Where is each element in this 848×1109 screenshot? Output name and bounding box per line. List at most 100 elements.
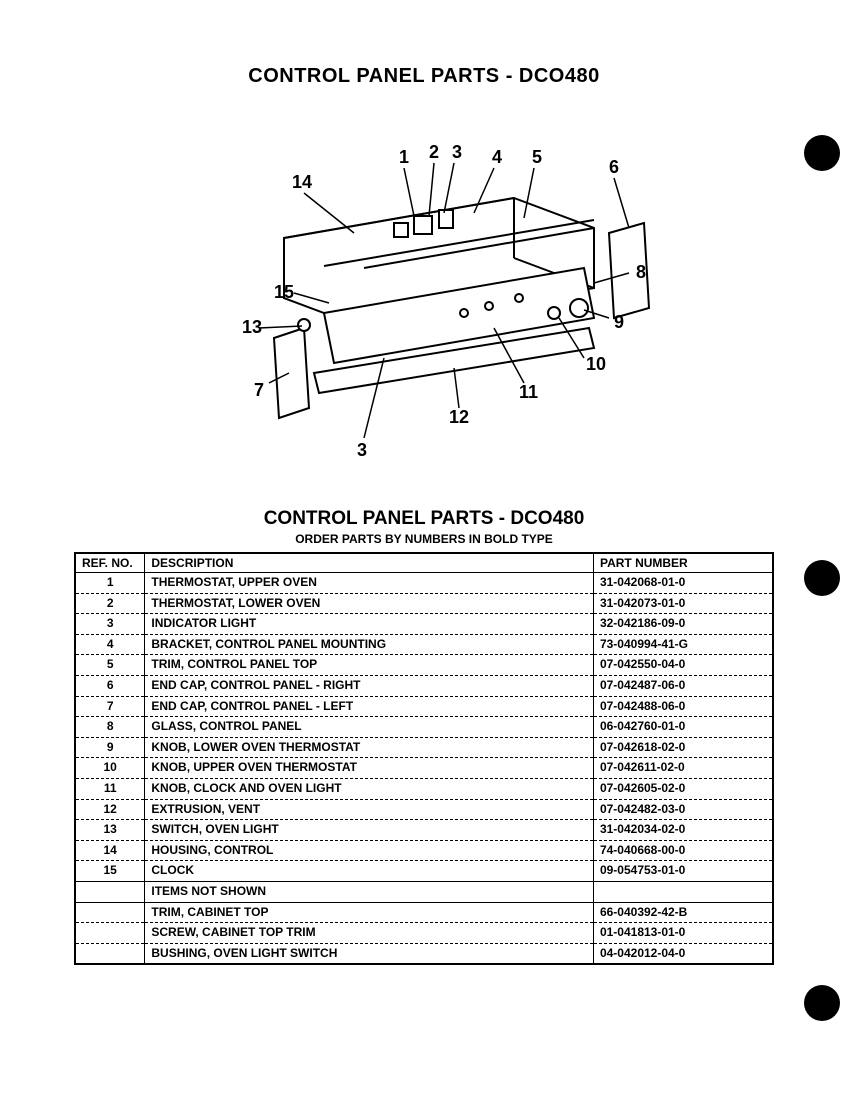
cell-desc: SCREW, CABINET TOP TRIM	[145, 923, 594, 944]
cell-part: 07-042618-02-0	[593, 737, 773, 758]
exploded-diagram: 14 1 2 3 4 5 6 8 9 10 11 12 3 13 7 15	[174, 138, 674, 468]
cell-desc: THERMOSTAT, LOWER OVEN	[145, 593, 594, 614]
table-row: 5TRIM, CONTROL PANEL TOP07-042550-04-0	[75, 655, 773, 676]
cell-ref: 9	[75, 737, 145, 758]
cell-desc: TRIM, CONTROL PANEL TOP	[145, 655, 594, 676]
cell-desc: KNOB, CLOCK AND OVEN LIGHT	[145, 778, 594, 799]
cell-ref: 14	[75, 840, 145, 861]
col-header-desc: DESCRIPTION	[145, 553, 594, 573]
cell-part: 01-041813-01-0	[593, 923, 773, 944]
callout-11: 11	[519, 382, 538, 402]
cell-desc: END CAP, CONTROL PANEL - RIGHT	[145, 675, 594, 696]
table-row: 13SWITCH, OVEN LIGHT31-042034-02-0	[75, 820, 773, 841]
cell-ref: 13	[75, 820, 145, 841]
cell-desc: HOUSING, CONTROL	[145, 840, 594, 861]
table-row: 2THERMOSTAT, LOWER OVEN31-042073-01-0	[75, 593, 773, 614]
callout-2: 2	[429, 142, 439, 162]
table-row: SCREW, CABINET TOP TRIM01-041813-01-0	[75, 923, 773, 944]
callout-5: 5	[532, 147, 542, 167]
cell-part: 74-040668-00-0	[593, 840, 773, 861]
table-title: CONTROL PANEL PARTS - DCO480	[50, 508, 798, 530]
callout-3a: 3	[452, 142, 462, 162]
cell-desc: BRACKET, CONTROL PANEL MOUNTING	[145, 634, 594, 655]
cell-desc: INDICATOR LIGHT	[145, 614, 594, 635]
col-header-part: PART NUMBER	[593, 553, 773, 573]
table-row: 9KNOB, LOWER OVEN THERMOSTAT07-042618-02…	[75, 737, 773, 758]
cell-part: 66-040392-42-B	[593, 902, 773, 923]
table-row: 15CLOCK09-054753-01-0	[75, 861, 773, 882]
callout-13: 13	[242, 317, 262, 337]
page-container: CONTROL PANEL PARTS - DCO480	[0, 0, 848, 1109]
cell-part: 31-042073-01-0	[593, 593, 773, 614]
binder-hole-top	[804, 135, 840, 171]
cell-ref: 15	[75, 861, 145, 882]
table-row: 12EXTRUSION, VENT07-042482-03-0	[75, 799, 773, 820]
cell-ref: 12	[75, 799, 145, 820]
cell-part: 32-042186-09-0	[593, 614, 773, 635]
cell-ref	[75, 902, 145, 923]
callout-14: 14	[292, 172, 312, 192]
cell-desc: KNOB, UPPER OVEN THERMOSTAT	[145, 758, 594, 779]
cell-ref: 2	[75, 593, 145, 614]
table-row: 8GLASS, CONTROL PANEL06-042760-01-0	[75, 717, 773, 738]
cell-part: 07-042488-06-0	[593, 696, 773, 717]
table-row: 11KNOB, CLOCK AND OVEN LIGHT07-042605-02…	[75, 778, 773, 799]
callout-7: 7	[254, 380, 264, 400]
table-row: ITEMS NOT SHOWN	[75, 881, 773, 902]
cell-part: 09-054753-01-0	[593, 861, 773, 882]
cell-desc: BUSHING, OVEN LIGHT SWITCH	[145, 943, 594, 964]
cell-desc: TRIM, CABINET TOP	[145, 902, 594, 923]
callout-15: 15	[274, 282, 294, 302]
callout-10: 10	[586, 354, 606, 374]
cell-part: 07-042605-02-0	[593, 778, 773, 799]
parts-table: REF. NO. DESCRIPTION PART NUMBER 1THERMO…	[74, 552, 774, 965]
table-row: 6END CAP, CONTROL PANEL - RIGHT07-042487…	[75, 675, 773, 696]
cell-ref: 6	[75, 675, 145, 696]
cell-desc: THERMOSTAT, UPPER OVEN	[145, 573, 594, 594]
cell-part: 04-042012-04-0	[593, 943, 773, 964]
table-row: 10KNOB, UPPER OVEN THERMOSTAT07-042611-0…	[75, 758, 773, 779]
cell-part: 73-040994-41-G	[593, 634, 773, 655]
callout-8: 8	[636, 262, 646, 282]
callout-6: 6	[609, 157, 619, 177]
table-row: 7END CAP, CONTROL PANEL - LEFT07-042488-…	[75, 696, 773, 717]
cell-ref: 3	[75, 614, 145, 635]
cell-part: 07-042487-06-0	[593, 675, 773, 696]
table-row: 3INDICATOR LIGHT32-042186-09-0	[75, 614, 773, 635]
callout-1: 1	[399, 147, 409, 167]
table-header-row: REF. NO. DESCRIPTION PART NUMBER	[75, 553, 773, 573]
binder-hole-mid	[804, 560, 840, 596]
cell-desc: CLOCK	[145, 861, 594, 882]
callout-3b: 3	[357, 440, 367, 460]
cell-desc: EXTRUSION, VENT	[145, 799, 594, 820]
table-row: 1THERMOSTAT, UPPER OVEN31-042068-01-0	[75, 573, 773, 594]
page-title: CONTROL PANEL PARTS - DCO480	[50, 65, 798, 88]
cell-part: 06-042760-01-0	[593, 717, 773, 738]
cell-ref	[75, 923, 145, 944]
cell-ref: 10	[75, 758, 145, 779]
cell-ref: 8	[75, 717, 145, 738]
table-row: 14HOUSING, CONTROL74-040668-00-0	[75, 840, 773, 861]
cell-ref: 5	[75, 655, 145, 676]
cell-desc: ITEMS NOT SHOWN	[145, 881, 594, 902]
cell-ref: 7	[75, 696, 145, 717]
cell-part	[593, 881, 773, 902]
cell-desc: SWITCH, OVEN LIGHT	[145, 820, 594, 841]
table-row: BUSHING, OVEN LIGHT SWITCH04-042012-04-0	[75, 943, 773, 964]
cell-desc: END CAP, CONTROL PANEL - LEFT	[145, 696, 594, 717]
callout-9: 9	[614, 312, 624, 332]
cell-part: 31-042034-02-0	[593, 820, 773, 841]
cell-desc: KNOB, LOWER OVEN THERMOSTAT	[145, 737, 594, 758]
diagram-svg: 14 1 2 3 4 5 6 8 9 10 11 12 3 13 7 15	[174, 138, 674, 468]
callout-12: 12	[449, 407, 469, 427]
cell-ref: 1	[75, 573, 145, 594]
binder-hole-bottom	[804, 985, 840, 1021]
cell-ref	[75, 881, 145, 902]
cell-ref: 4	[75, 634, 145, 655]
table-subtitle: ORDER PARTS BY NUMBERS IN BOLD TYPE	[50, 532, 798, 546]
table-row: 4BRACKET, CONTROL PANEL MOUNTING73-04099…	[75, 634, 773, 655]
table-row: TRIM, CABINET TOP66-040392-42-B	[75, 902, 773, 923]
cell-desc: GLASS, CONTROL PANEL	[145, 717, 594, 738]
cell-part: 31-042068-01-0	[593, 573, 773, 594]
cell-part: 07-042482-03-0	[593, 799, 773, 820]
